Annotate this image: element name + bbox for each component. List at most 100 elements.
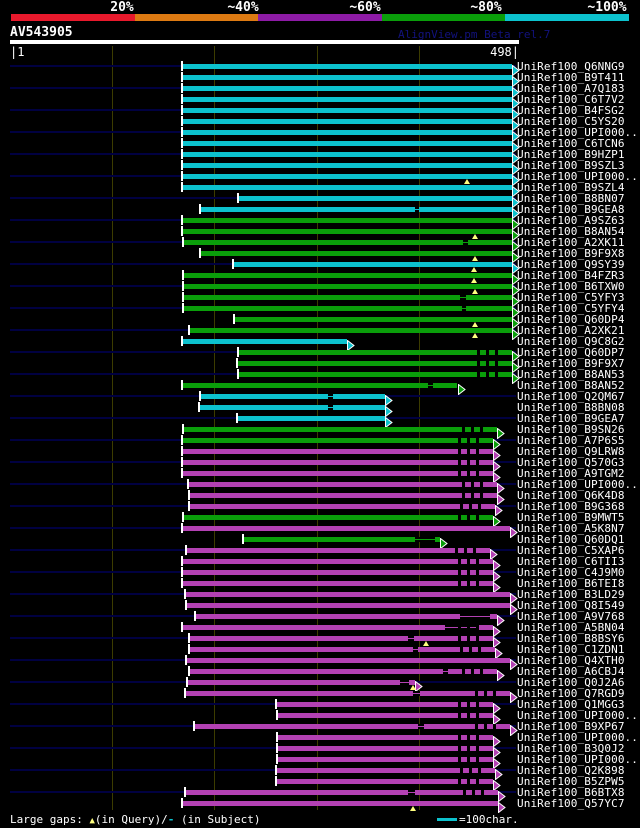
alignment-arrow-icon[interactable] (511, 226, 520, 242)
subject-label[interactable]: UniRef100_UPI000.. (517, 753, 639, 766)
alignment-bar[interactable] (276, 779, 494, 784)
alignment-bar[interactable] (183, 306, 512, 311)
subject-label[interactable]: UniRef100_Q60DQ1 (517, 533, 625, 546)
alignment-arrow-icon[interactable] (511, 281, 520, 297)
subject-label[interactable]: UniRef100_B9SZL3 (517, 159, 625, 172)
alignment-arrow-icon[interactable] (493, 743, 502, 759)
subject-label[interactable]: UniRef100_UPI000.. (517, 478, 639, 491)
alignment-bar[interactable] (234, 317, 512, 322)
subject-label[interactable]: UniRef100_B3LD29 (517, 588, 625, 601)
subject-label[interactable]: UniRef100_A7Q183 (517, 82, 625, 95)
alignment-arrow-icon[interactable] (347, 336, 355, 352)
subject-label[interactable]: UniRef100_B3Q0J2 (517, 742, 625, 755)
alignment-bar[interactable] (182, 438, 494, 443)
alignment-bar[interactable] (182, 185, 512, 190)
alignment-arrow-icon[interactable] (511, 138, 520, 154)
alignment-arrow-icon[interactable] (511, 215, 520, 231)
alignment-bar[interactable] (182, 119, 512, 124)
alignment-arrow-icon[interactable] (384, 391, 393, 407)
alignment-arrow-icon[interactable] (511, 116, 520, 132)
alignment-arrow-icon[interactable] (509, 589, 518, 605)
subject-label[interactable]: UniRef100_B9GEA8 (517, 203, 625, 216)
alignment-arrow-icon[interactable] (497, 479, 506, 495)
subject-label[interactable]: UniRef100_Q57YC7 (517, 797, 625, 810)
alignment-bar[interactable] (195, 614, 498, 619)
alignment-bar[interactable] (182, 449, 494, 454)
alignment-bar[interactable] (182, 383, 458, 388)
alignment-arrow-icon[interactable] (511, 314, 520, 330)
alignment-arrow-icon[interactable] (493, 622, 502, 638)
alignment-bar[interactable] (277, 735, 494, 740)
alignment-arrow-icon[interactable] (493, 435, 502, 451)
subject-label[interactable]: UniRef100_UPI000.. (517, 126, 639, 139)
alignment-bar[interactable] (182, 526, 510, 531)
alignment-bar[interactable] (182, 130, 512, 135)
subject-label[interactable]: UniRef100_A5K8N7 (517, 522, 625, 535)
subject-label[interactable]: UniRef100_B5ZPW5 (517, 775, 625, 788)
subject-label[interactable]: UniRef100_Q1MGG3 (517, 698, 625, 711)
alignment-arrow-icon[interactable] (493, 556, 502, 572)
alignment-bar[interactable] (201, 207, 512, 212)
subject-label[interactable]: UniRef100_A5BN04 (517, 621, 625, 634)
alignment-arrow-icon[interactable] (511, 83, 520, 99)
alignment-bar[interactable] (201, 394, 385, 399)
subject-label[interactable]: UniRef100_B8AN54 (517, 225, 625, 238)
alignment-arrow-icon[interactable] (493, 578, 502, 594)
alignment-bar[interactable] (185, 592, 510, 597)
subject-label[interactable]: UniRef100_Q9C8G2 (517, 335, 625, 348)
alignment-bar[interactable] (277, 746, 494, 751)
subject-label[interactable]: UniRef100_Q4XTH0 (517, 654, 625, 667)
alignment-arrow-icon[interactable] (509, 600, 518, 616)
alignment-arrow-icon[interactable] (493, 754, 502, 770)
alignment-bar[interactable] (276, 768, 496, 773)
alignment-arrow-icon[interactable] (511, 127, 520, 143)
alignment-bar[interactable] (237, 416, 385, 421)
alignment-bar[interactable] (183, 515, 494, 520)
alignment-arrow-icon[interactable] (511, 171, 520, 187)
alignment-bar[interactable] (201, 251, 512, 256)
alignment-arrow-icon[interactable] (511, 149, 520, 165)
subject-label[interactable]: UniRef100_B9T411 (517, 71, 625, 84)
subject-label[interactable]: UniRef100_Q6NNG9 (517, 60, 625, 73)
alignment-bar[interactable] (183, 284, 512, 289)
subject-label[interactable]: UniRef100_UPI000.. (517, 709, 639, 722)
subject-label[interactable]: UniRef100_Q60DP7 (517, 346, 625, 359)
alignment-bar[interactable] (182, 218, 512, 223)
alignment-arrow-icon[interactable] (493, 633, 502, 649)
alignment-arrow-icon[interactable] (493, 710, 502, 726)
alignment-bar[interactable] (182, 625, 494, 630)
alignment-bar[interactable] (189, 669, 498, 674)
alignment-arrow-icon[interactable] (509, 655, 518, 671)
alignment-bar[interactable] (182, 570, 494, 575)
subject-label[interactable]: UniRef100_B8BSY6 (517, 632, 625, 645)
alignment-bar[interactable] (186, 548, 491, 553)
subject-label[interactable]: UniRef100_B8BN08 (517, 401, 625, 414)
alignment-bar[interactable] (238, 372, 512, 377)
alignment-bar[interactable] (182, 108, 512, 113)
subject-label[interactable]: UniRef100_UPI000.. (517, 170, 639, 183)
alignment-arrow-icon[interactable] (511, 182, 520, 198)
alignment-arrow-icon[interactable] (511, 72, 520, 88)
alignment-arrow-icon[interactable] (497, 424, 506, 440)
alignment-arrow-icon[interactable] (497, 490, 506, 506)
subject-label[interactable]: UniRef100_Q9LRW8 (517, 445, 625, 458)
subject-label[interactable]: UniRef100_B9GEA7 (517, 412, 625, 425)
alignment-arrow-icon[interactable] (497, 666, 506, 682)
subject-label[interactable]: UniRef100_Q2K898 (517, 764, 625, 777)
alignment-arrow-icon[interactable] (493, 446, 502, 462)
subject-label[interactable]: UniRef100_B9SZL4 (517, 181, 625, 194)
alignment-bar[interactable] (182, 64, 512, 69)
alignment-bar[interactable] (238, 350, 512, 355)
alignment-arrow-icon[interactable] (511, 193, 520, 209)
subject-label[interactable]: UniRef100_C5XAP6 (517, 544, 625, 557)
subject-label[interactable]: UniRef100_C1ZDN1 (517, 643, 625, 656)
alignment-arrow-icon[interactable] (493, 457, 502, 473)
alignment-arrow-icon[interactable] (384, 413, 393, 429)
alignment-arrow-icon[interactable] (511, 369, 520, 385)
subject-label[interactable]: UniRef100_Q9SY39 (517, 258, 625, 271)
subject-label[interactable]: UniRef100_UPI000.. (517, 731, 639, 744)
alignment-bar[interactable] (185, 691, 510, 696)
alignment-bar[interactable] (183, 240, 512, 245)
alignment-arrow-icon[interactable] (511, 160, 520, 176)
alignment-arrow-icon[interactable] (511, 204, 520, 220)
